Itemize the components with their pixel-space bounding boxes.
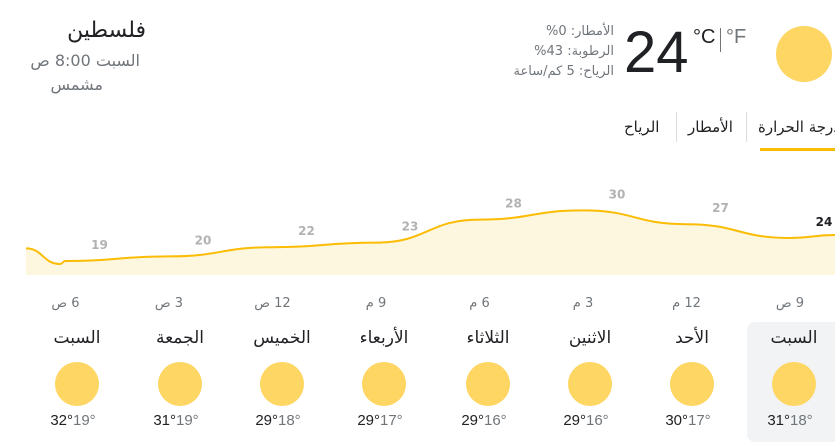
sun-icon [776,26,832,82]
temperature-line [25,209,835,266]
day-low: 19° [176,412,199,429]
chart-tick-label: 9 م [366,296,386,311]
day-high: 30° [665,412,688,429]
location-time: السبت 8:00 ص [30,51,140,70]
day-high: 29° [255,412,278,429]
humidity-text: الرطوبة: 43% [534,44,614,59]
day-low: 16° [484,412,507,429]
sun-icon [466,362,510,406]
current-details: الأمطار: 0% الرطوبة: 43% الرياح: 5 كم/سا… [500,22,614,82]
sun-icon [568,362,612,406]
sun-icon [362,362,406,406]
chart-tick-label: 6 ص [51,296,79,311]
sun-icon [260,362,304,406]
sun-icon [158,362,202,406]
precipitation-text: الأمطار: 0% [545,24,614,39]
day-low: 18° [790,412,813,429]
tab-wind[interactable]: الرياح [624,118,660,136]
chart-value-label: 28 [505,197,522,211]
chart-tick-label: 3 م [573,296,593,311]
day-card[interactable]: السبت 31°18° [747,322,835,442]
chart-tick-label: 6 م [469,296,489,311]
wind-text: الرياح: 5 كم/ساعة [513,64,614,79]
day-low: 19° [73,412,96,429]
sun-icon [670,362,714,406]
day-name: الثلاثاء [466,328,510,348]
day-name: الأحد [675,328,709,348]
day-high: 29° [357,412,380,429]
day-name: السبت [53,328,101,348]
tab-precipitation[interactable]: الأمطار [688,118,733,136]
day-high: 29° [461,412,484,429]
location-title: فلسطين [67,18,146,43]
chart-value-label: 22 [298,224,315,238]
chart-value-label: 27 [712,201,729,215]
weather-condition: مشمس [50,75,104,94]
active-tab-indicator [760,148,835,151]
unit-fahrenheit-toggle[interactable]: °F [726,26,747,48]
day-high: 29° [563,412,586,429]
chart-value-label: 24 [816,215,833,229]
day-card[interactable]: الأربعاء 29°17° [337,322,431,442]
day-card[interactable]: الأحد 30°17° [645,322,739,442]
tab-temperature[interactable]: درجة الحرارة [758,118,835,136]
chart-tick-label: 12 ص [254,296,290,311]
day-low: 18° [278,412,301,429]
tab-separator [746,112,747,142]
day-card[interactable]: الاثنين 29°16° [543,322,637,442]
day-low: 16° [586,412,609,429]
sun-icon [772,362,816,406]
unit-celsius-toggle[interactable]: °C [693,26,716,48]
day-high: 31° [767,412,790,429]
day-low: 17° [380,412,403,429]
unit-separator [720,28,721,52]
chart-tick-label: 12 م [672,296,701,311]
day-name: الجمعة [155,328,205,348]
day-card[interactable]: الخميس 29°18° [235,322,329,442]
day-card[interactable]: الجمعة 31°19° [133,322,227,442]
day-card[interactable]: الثلاثاء 29°16° [441,322,535,442]
day-high: 32° [50,412,73,429]
day-name: الخميس [253,328,311,348]
day-name: الاثنين [568,328,612,348]
chart-value-label: 30 [609,187,626,201]
sun-icon [55,362,99,406]
day-high: 31° [153,412,176,429]
chart-value-label: 19 [91,238,108,252]
chart-value-label: 20 [195,233,212,247]
current-temperature: 24 [624,20,689,85]
chart-tick-label: 3 ص [155,296,183,311]
chart-tick-label: 9 ص [776,296,804,311]
temperature-area [26,210,835,275]
day-card[interactable]: السبت 32°19° [30,322,124,442]
day-low: 17° [688,412,711,429]
temperature-chart: 24 27 30 28 23 22 20 19 9 ص 12 م 3 م 6 م 9 م 12 ص 3 ص… [25,187,835,311]
day-name: السبت [770,328,818,348]
tab-separator [676,112,677,142]
day-name: الأربعاء [359,328,409,348]
chart-value-label: 23 [402,220,419,234]
daily-forecast: السبت 31°18° الأحد 30°17° الاثنين 29°16°… [0,322,835,447]
